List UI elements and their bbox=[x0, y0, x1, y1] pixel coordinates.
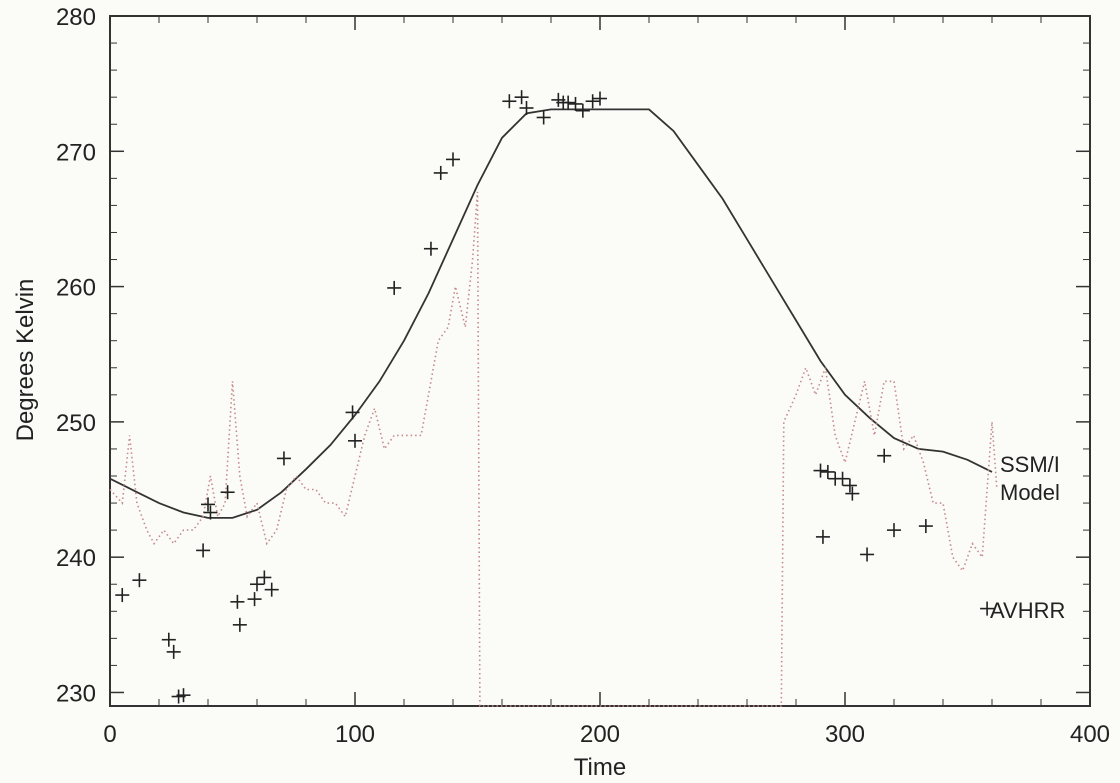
x-tick-label: 200 bbox=[580, 721, 620, 748]
avhrr-point bbox=[813, 463, 828, 478]
y-tick-label: 240 bbox=[56, 545, 96, 572]
avhrr-point bbox=[115, 588, 130, 603]
avhrr-point bbox=[176, 688, 191, 703]
x-tick-label: 0 bbox=[103, 721, 116, 748]
avhrr-point bbox=[201, 497, 215, 512]
avhrr-point bbox=[887, 523, 901, 538]
y-tick-label: 260 bbox=[56, 275, 96, 302]
y-tick-label: 230 bbox=[56, 680, 96, 707]
avhrr-point bbox=[860, 547, 875, 562]
avhrr-point bbox=[345, 405, 360, 420]
avhrr-point bbox=[250, 577, 264, 592]
avhrr-point bbox=[835, 471, 850, 486]
avhrr-point bbox=[519, 101, 534, 115]
avhrr-point bbox=[230, 594, 245, 609]
avhrr-point bbox=[593, 91, 607, 106]
avhrr-point bbox=[132, 573, 147, 588]
avhrr-point bbox=[232, 617, 247, 632]
axis-ticks bbox=[109, 15, 1091, 706]
avhrr-point bbox=[220, 485, 235, 500]
y-tick-label: 250 bbox=[56, 410, 96, 437]
plot-frame bbox=[109, 15, 1091, 707]
x-tick-label: 300 bbox=[825, 721, 865, 748]
avhrr-point bbox=[264, 582, 279, 597]
avhrr-point bbox=[842, 478, 857, 493]
series-layer bbox=[109, 90, 998, 707]
avhrr-point bbox=[203, 505, 218, 520]
label-avhrr: AVHRR bbox=[990, 598, 1065, 623]
axis-tick-labels: 0 100 200 300 400 230 240 250 260 270 280 bbox=[56, 4, 1110, 748]
avhrr-point bbox=[514, 90, 529, 105]
avhrr-point bbox=[196, 543, 211, 558]
y-tick-label: 280 bbox=[56, 4, 96, 31]
x-tick-label: 400 bbox=[1070, 721, 1110, 748]
avhrr-point bbox=[387, 280, 402, 295]
avhrr-point bbox=[568, 96, 583, 111]
avhrr-point bbox=[918, 519, 933, 534]
avhrr-point bbox=[845, 486, 860, 501]
avhrr-point bbox=[502, 94, 517, 109]
avhrr-point bbox=[161, 632, 176, 647]
avhrr-point bbox=[536, 110, 551, 125]
avhrr-point bbox=[877, 448, 892, 463]
avhrr-point bbox=[257, 570, 272, 585]
x-axis-title: Time bbox=[574, 754, 626, 781]
avhrr-point bbox=[815, 529, 830, 544]
series-avhrr-markers bbox=[115, 90, 995, 704]
series-model-line bbox=[109, 108, 993, 519]
avhrr-point bbox=[585, 94, 600, 109]
x-tick-label: 100 bbox=[335, 721, 375, 748]
series-ssmi-line bbox=[109, 191, 998, 707]
label-ssmi: SSM/I bbox=[1000, 452, 1060, 477]
avhrr-point bbox=[247, 592, 262, 607]
avhrr-point bbox=[561, 95, 576, 110]
avhrr-point bbox=[980, 601, 995, 616]
avhrr-point bbox=[446, 152, 460, 167]
avhrr-point bbox=[423, 241, 438, 256]
y-tick-label: 270 bbox=[56, 139, 96, 166]
avhrr-point bbox=[276, 451, 291, 466]
avhrr-point bbox=[575, 103, 590, 118]
label-model: Model bbox=[1000, 480, 1060, 505]
avhrr-point bbox=[166, 644, 181, 659]
avhrr-point bbox=[348, 433, 362, 448]
y-axis-title: Degrees Kelvin bbox=[12, 279, 39, 442]
avhrr-point bbox=[820, 464, 835, 479]
avhrr-point bbox=[433, 165, 448, 180]
